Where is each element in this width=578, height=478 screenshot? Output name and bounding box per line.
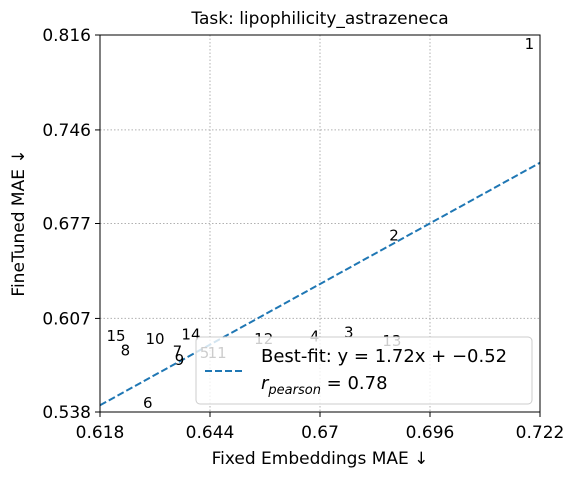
x-tick-label: 0.618 — [76, 423, 125, 443]
point-label: 3 — [344, 324, 354, 342]
y-tick-label: 0.677 — [42, 215, 91, 235]
best-fit-line — [100, 161, 540, 407]
point-label: 1 — [525, 35, 535, 53]
x-tick-label: 0.644 — [186, 423, 235, 443]
legend-r-value: = 0.78 — [321, 373, 388, 394]
y-tick-label: 0.816 — [42, 26, 91, 46]
legend-r-symbol: r — [261, 373, 270, 394]
legend-box — [195, 336, 533, 405]
point-label: 7 — [173, 343, 183, 361]
x-axis-label: Fixed Embeddings MAE ↓ — [212, 449, 429, 469]
legend-pearson-label: rpearson = 0.78 — [261, 373, 388, 398]
legend-r-subscript: pearson — [267, 383, 321, 398]
legend-fit-label: Best-fit: y = 1.72x + −0.52 — [261, 346, 507, 367]
y-tick-label: 0.607 — [42, 309, 91, 329]
y-tick-label: 0.538 — [42, 403, 91, 423]
point-label: 6 — [143, 394, 153, 412]
x-tick-label: 0.67 — [301, 423, 339, 443]
point-label: 8 — [121, 341, 131, 359]
best-fit-line-group — [100, 161, 540, 407]
y-tick-label: 0.746 — [42, 121, 91, 141]
point-label: 2 — [389, 227, 399, 245]
x-tick-label: 0.722 — [516, 423, 565, 443]
point-label: 10 — [145, 330, 164, 348]
y-axis-label: FineTuned MAE ↓ — [9, 149, 29, 296]
x-tick-label: 0.696 — [406, 423, 455, 443]
x-axis-ticks: 0.618 0.644 0.67 0.696 0.722 — [76, 412, 565, 443]
legend: Best-fit: y = 1.72x + −0.52 rpearson = 0… — [195, 336, 533, 405]
chart-title: Task: lipophilicity_astrazeneca — [190, 9, 448, 29]
point-label: 9 — [175, 351, 185, 369]
point-label: 14 — [181, 326, 200, 344]
y-axis-ticks: 0.538 0.607 0.677 0.746 0.816 — [42, 26, 100, 423]
point-label: 15 — [107, 327, 126, 345]
